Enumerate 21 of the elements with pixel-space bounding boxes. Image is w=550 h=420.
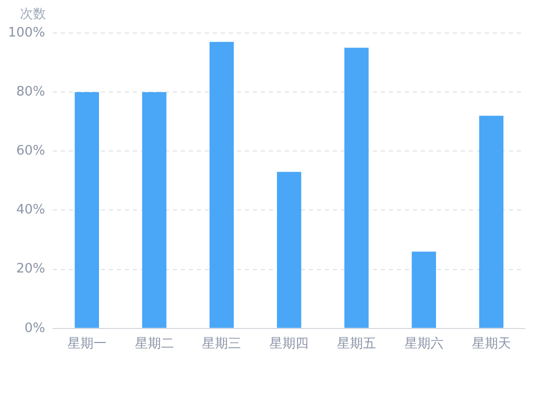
y-axis-title: 次数 [20, 6, 46, 22]
x-tick-label: 星期二 [134, 336, 174, 352]
x-tick-label: 星期三 [202, 336, 242, 352]
bar [412, 252, 436, 328]
bar [210, 42, 234, 328]
y-tick-label: 20% [16, 262, 46, 277]
x-tick-label: 星期五 [336, 336, 376, 352]
y-tick-label: 60% [16, 144, 46, 159]
x-tick-label: 星期四 [270, 336, 309, 352]
bar [276, 172, 302, 328]
x-tick-label: 星期六 [404, 336, 444, 352]
y-tick-label: 100% [8, 25, 46, 40]
x-tick-label: 星期天 [472, 336, 511, 352]
bar [344, 48, 369, 328]
bar [74, 92, 99, 328]
x-tick-label: 星期一 [67, 336, 106, 352]
y-tick-label: 80% [16, 84, 46, 100]
y-tick-label: 0% [24, 320, 46, 336]
y-tick-label: 40% [16, 202, 46, 218]
bar [142, 92, 166, 328]
bar [479, 116, 504, 328]
